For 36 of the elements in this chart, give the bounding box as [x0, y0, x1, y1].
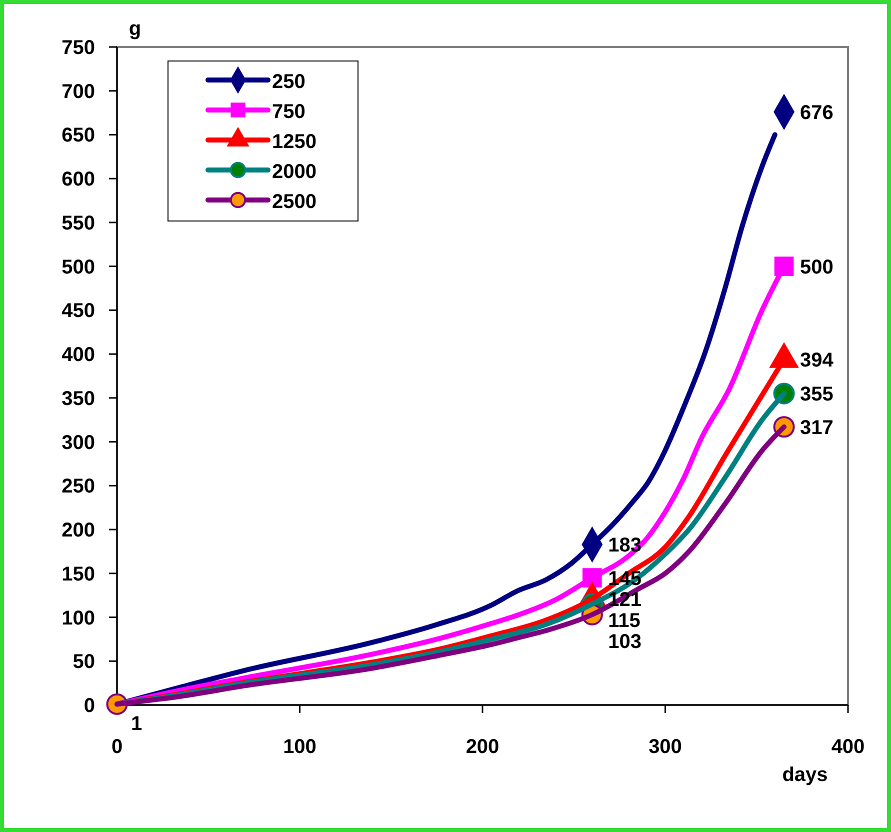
y-tick-label: 300: [62, 432, 95, 454]
y-tick-label: 0: [84, 695, 95, 717]
y-axis-title: g: [128, 18, 142, 40]
x-tick-label: 200: [466, 736, 500, 758]
y-tick-label: 250: [62, 476, 95, 498]
data-label: 317: [800, 416, 834, 439]
data-label: 355: [800, 384, 834, 406]
y-tick-label: 550: [62, 212, 95, 234]
y-tick-label: 750: [62, 37, 95, 59]
data-label: 394: [800, 349, 834, 372]
y-tick-label: 350: [62, 388, 95, 410]
x-tick-label: 0: [111, 736, 123, 758]
legend-label: 2500: [272, 191, 316, 213]
x-tick-label: 400: [831, 736, 865, 758]
data-label: 1: [131, 713, 142, 736]
y-tick-label: 700: [62, 80, 95, 103]
data-label: 103: [608, 630, 642, 653]
y-tick-label: 450: [62, 300, 95, 322]
y-tick-label: 400: [62, 344, 95, 366]
data-label: 676: [800, 102, 834, 124]
x-tick-label: 300: [648, 736, 682, 758]
data-label: 115: [608, 610, 640, 632]
y-tick-label: 100: [62, 607, 95, 630]
y-tick-label: 150: [62, 563, 95, 586]
legend-label: 750: [272, 101, 306, 123]
legend-label: 250: [272, 71, 306, 93]
legend-label: 1250: [272, 131, 316, 153]
y-tick-label: 50: [72, 651, 95, 674]
data-label: 500: [800, 256, 834, 278]
y-tick-label: 600: [62, 168, 95, 191]
legend-label: 2000: [272, 161, 316, 183]
x-axis-title: days: [782, 764, 828, 786]
x-tick-label: 100: [283, 736, 316, 758]
y-tick-label: 500: [62, 256, 95, 278]
y-tick-label: 200: [62, 520, 95, 542]
y-tick-label: 650: [62, 124, 95, 147]
